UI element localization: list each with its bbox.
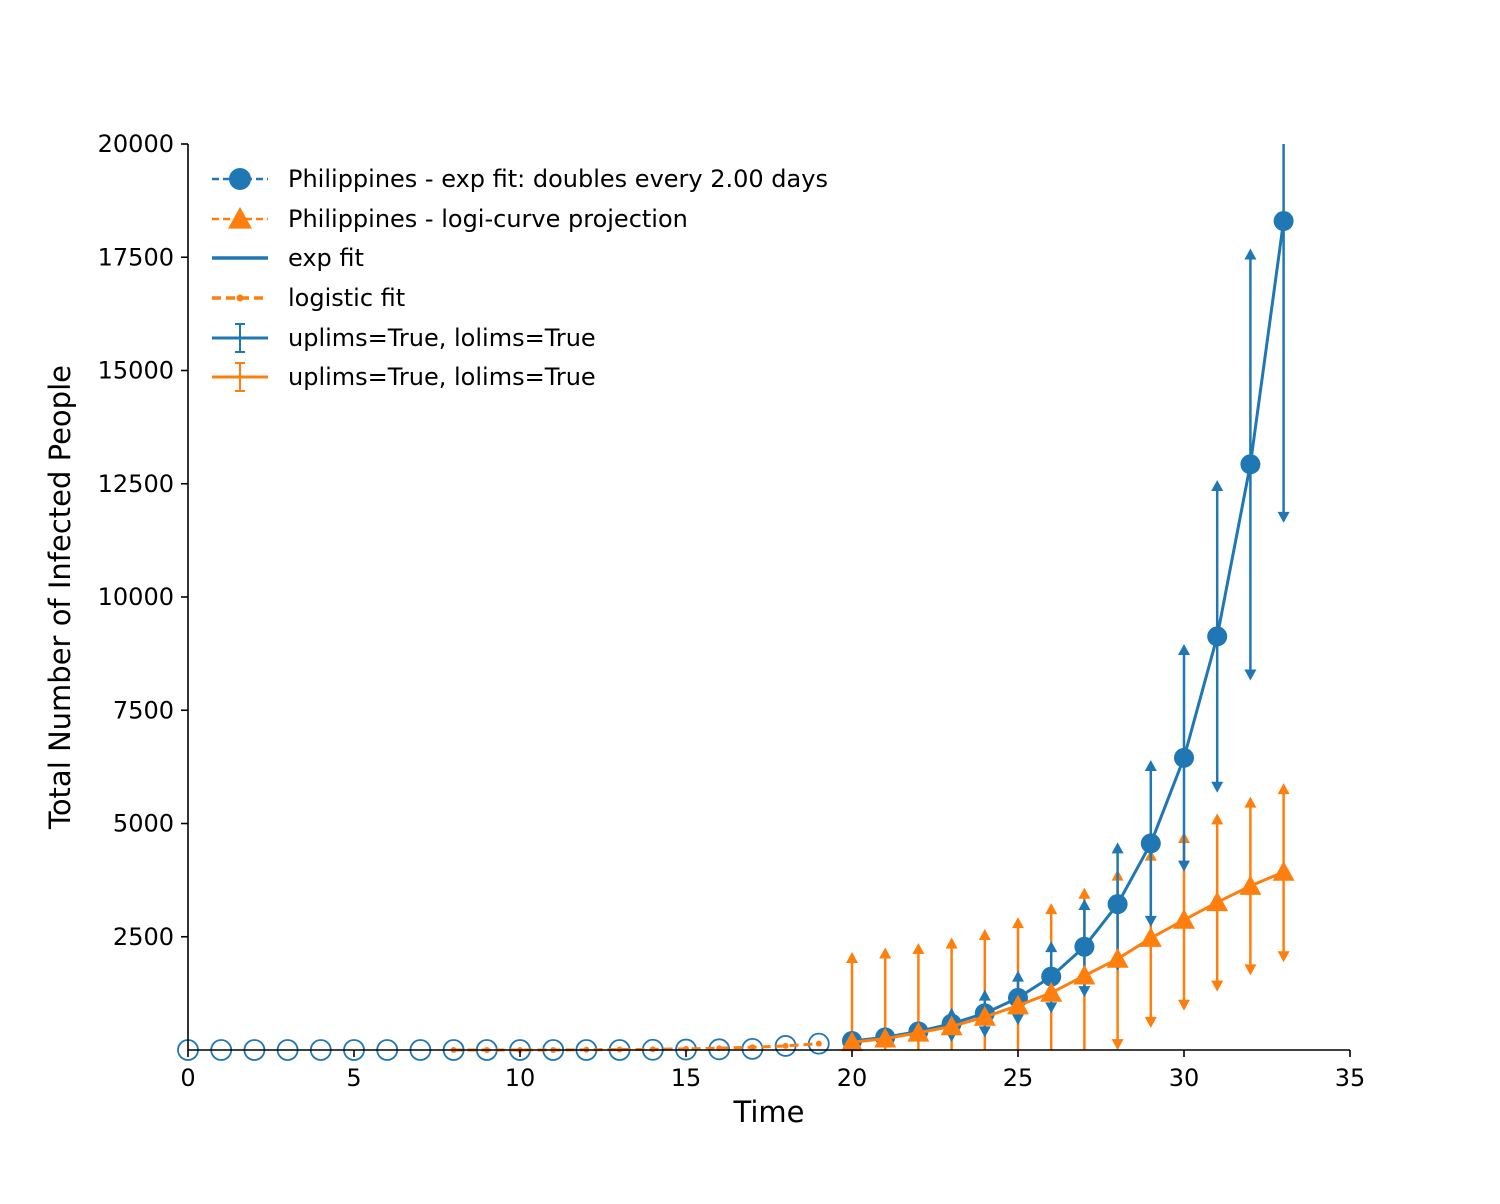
exp-error-cap-down <box>1277 511 1290 523</box>
plot-area <box>177 144 1295 1061</box>
logistic-error-cap-down <box>1211 980 1224 992</box>
exp-error-cap-down <box>1012 1014 1024 1026</box>
exp-projection-point <box>1207 626 1228 647</box>
x-tick-label: 25 <box>1003 1064 1034 1092</box>
y-tick-label: 10000 <box>98 583 174 611</box>
y-tick-label: 2500 <box>113 923 174 951</box>
x-tick-label: 5 <box>346 1064 361 1092</box>
legend: Philippines - exp fit: doubles every 2.0… <box>212 165 828 392</box>
logistic-error-cap-up <box>1211 813 1224 825</box>
exp-projection-point <box>1107 894 1128 915</box>
logistic-projection-point <box>841 1031 863 1052</box>
exp-error-cap-up <box>1144 759 1157 771</box>
logistic-fit-point <box>815 1040 822 1047</box>
logistic-projection-point <box>874 1027 897 1048</box>
logistic-projection-point <box>1040 981 1063 1002</box>
x-tick-label: 30 <box>1169 1064 1200 1092</box>
legend-label: uplims=True, lolims=True <box>288 324 596 352</box>
legend-label: logistic fit <box>288 284 405 312</box>
y-tick-label: 12500 <box>98 470 174 498</box>
logistic-projection-point <box>1173 908 1195 929</box>
logistic-projection-point <box>940 1015 963 1036</box>
logistic-error-cap-down <box>1111 1039 1124 1051</box>
exp-error-cap-up <box>1012 970 1024 982</box>
exp-projection-point <box>1041 966 1062 987</box>
x-axis-label: Time <box>733 1095 805 1129</box>
logistic-projection-point <box>973 1005 996 1026</box>
logistic-error-cap-up <box>978 928 991 940</box>
exp-error-cap-up <box>1045 941 1058 953</box>
logistic-projection-point <box>1007 994 1029 1015</box>
exp-error-cap-up <box>1111 842 1124 854</box>
logistic-error-cap-down <box>1178 999 1190 1011</box>
logistic-fit-point <box>749 1044 756 1051</box>
y-axis-label: Total Number of Infected People <box>43 365 77 830</box>
legend-label: exp fit <box>288 244 364 272</box>
exp-projection-point <box>1174 747 1194 768</box>
exp-error-cap-down <box>1078 986 1091 998</box>
legend-marker-logistic-fit <box>236 294 244 302</box>
exp-projection-point <box>1140 833 1161 854</box>
exp-error-cap-up <box>1078 899 1091 911</box>
y-tick-label: 17500 <box>98 243 174 271</box>
x-tick-label: 10 <box>505 1064 536 1092</box>
exp-projection-point <box>1273 211 1294 232</box>
logistic-projection-point <box>1073 964 1096 985</box>
y-tick-label: 5000 <box>113 810 174 838</box>
logistic-projection-point <box>1206 891 1229 912</box>
logistic-error-cap-up <box>912 942 925 954</box>
logistic-projection-point <box>1106 947 1129 968</box>
logistic-projection-point <box>907 1021 930 1042</box>
logistic-projection-point <box>1239 875 1262 895</box>
y-tick-label: 15000 <box>98 357 174 385</box>
y-tick-label: 7500 <box>113 696 174 724</box>
logistic-error-cap-down <box>1244 964 1257 976</box>
exp-projection-point <box>1240 454 1261 475</box>
x-tick-label: 35 <box>1335 1064 1366 1092</box>
legend-marker-exp-projection <box>229 168 251 190</box>
logistic-fit-point <box>782 1042 789 1049</box>
exp-error-cap-down <box>1045 1002 1058 1014</box>
logistic-error-cap-up <box>1244 796 1257 808</box>
legend-label: uplims=True, lolims=True <box>288 363 596 391</box>
logistic-error-cap-down <box>1144 1016 1157 1028</box>
logistic-fit-line <box>453 1042 819 1052</box>
exp-error-cap-up <box>1178 644 1190 656</box>
logistic-projection-point <box>1272 860 1295 881</box>
x-tick-label: 0 <box>180 1064 195 1092</box>
logistic-error-cap-up <box>879 947 892 959</box>
exp-error-cap-down <box>1178 860 1190 872</box>
exp-error-cap-up <box>1211 480 1224 492</box>
logistic-error-cap-up <box>1012 917 1024 929</box>
exp-error-cap-down <box>1244 669 1257 681</box>
exp-error-cap-up <box>1244 248 1257 260</box>
exp-error-cap-up <box>978 989 991 1001</box>
legend-marker-logistic-projection <box>228 207 252 229</box>
legend-label: Philippines - logi-curve projection <box>288 205 688 233</box>
x-tick-label: 20 <box>837 1064 868 1092</box>
logistic-error-cap-up <box>846 952 858 964</box>
logistic-error-cap-up <box>1078 887 1091 899</box>
exp-error-cap-down <box>978 1026 991 1038</box>
logistic-projection-point <box>1139 927 1162 947</box>
logistic-error-cap-up <box>1045 903 1058 915</box>
logistic-error-cap-up <box>1277 783 1290 795</box>
exp-error-cap-down <box>1144 915 1157 927</box>
x-tick-label: 15 <box>671 1064 702 1092</box>
logistic-error-cap-up <box>945 937 958 949</box>
axes: 0 5 10 15 20 25 30 35 2500 5000 7500 10000 12500 1500… <box>43 130 1365 1129</box>
exp-projection-point <box>1074 936 1095 957</box>
logistic-error-cap-down <box>1277 951 1290 963</box>
legend-label: Philippines - exp fit: doubles every 2.0… <box>288 165 828 193</box>
y-tick-label: 20000 <box>98 130 174 158</box>
exp-error-cap-down <box>1211 781 1224 793</box>
